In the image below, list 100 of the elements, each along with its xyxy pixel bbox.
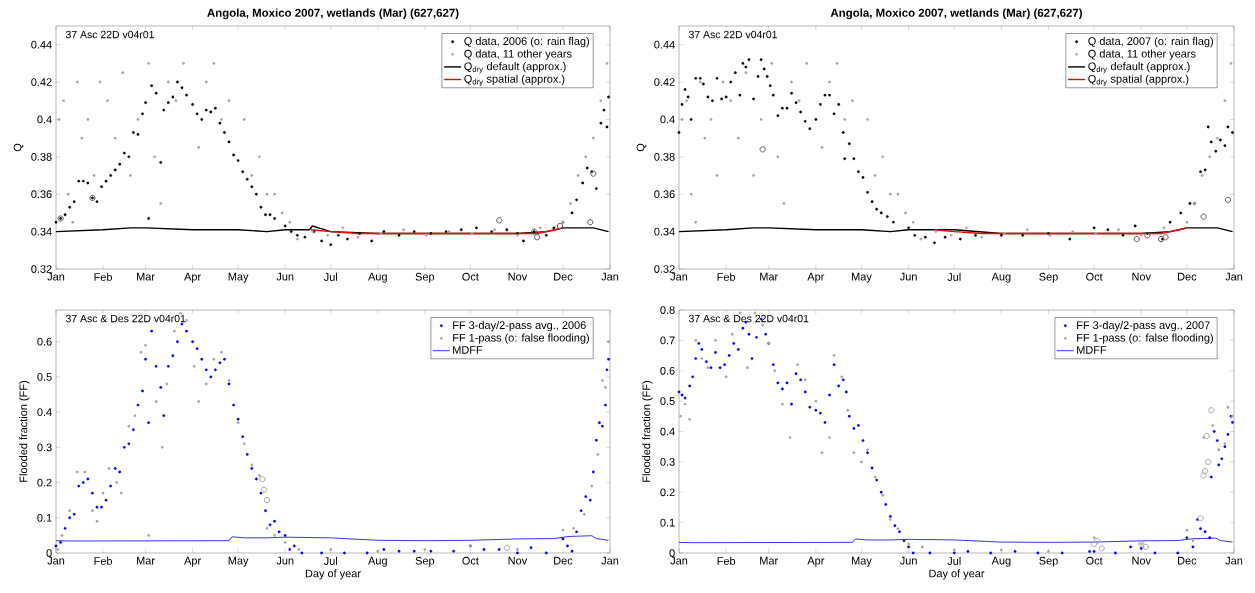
point bbox=[288, 220, 292, 224]
x-axis-title: Day of year bbox=[929, 569, 985, 580]
point bbox=[790, 80, 793, 84]
point bbox=[166, 80, 170, 84]
point bbox=[590, 484, 594, 488]
x-tick-label: Aug bbox=[991, 272, 1011, 283]
point bbox=[1117, 228, 1120, 232]
point bbox=[297, 548, 301, 551]
point bbox=[596, 452, 600, 456]
point bbox=[283, 541, 287, 544]
point bbox=[197, 146, 201, 149]
x-tick-label: Feb bbox=[94, 556, 113, 565]
point bbox=[257, 155, 261, 159]
legend-label: FF 1-pass (o: false flooding) bbox=[453, 333, 589, 344]
point bbox=[91, 509, 94, 513]
y-axis-title: Q bbox=[13, 143, 24, 152]
y-tick-label: 0.4 bbox=[660, 427, 675, 436]
y-tick-label: 0.42 bbox=[31, 78, 52, 86]
x-tick-label: May bbox=[852, 556, 872, 567]
point bbox=[265, 192, 269, 196]
point bbox=[376, 549, 380, 553]
point bbox=[591, 136, 595, 140]
point bbox=[820, 146, 824, 149]
x-tick-label: Oct bbox=[1086, 556, 1103, 565]
x-tick-label: Jan bbox=[670, 556, 688, 565]
x-tick-label: Sep bbox=[1039, 556, 1058, 567]
point bbox=[576, 174, 580, 177]
x-tick-label: Jul bbox=[323, 556, 337, 565]
x-tick-label: Jan bbox=[47, 272, 65, 281]
point bbox=[572, 526, 575, 530]
x-tick-label: Jan bbox=[601, 272, 619, 281]
y-tick-label: 0.34 bbox=[31, 227, 52, 236]
point bbox=[604, 386, 607, 389]
point bbox=[729, 99, 733, 103]
y-tick-label: 0.42 bbox=[654, 78, 675, 86]
x-tick-label: Nov bbox=[508, 272, 528, 281]
annotation: 37 Asc 22D v04r01 bbox=[688, 30, 777, 39]
point bbox=[113, 136, 117, 140]
point bbox=[569, 202, 572, 205]
point bbox=[227, 99, 231, 103]
point bbox=[139, 350, 143, 354]
point bbox=[121, 71, 125, 75]
point bbox=[1071, 230, 1075, 234]
point bbox=[776, 155, 780, 159]
point bbox=[685, 99, 689, 103]
x-tick-label: Mar bbox=[760, 272, 778, 281]
x-tick-label: Dec bbox=[554, 272, 573, 281]
legend-label: Q$_{dry}$ default (approx.) bbox=[1088, 62, 1190, 74]
point bbox=[242, 442, 246, 446]
point bbox=[220, 118, 223, 121]
point bbox=[101, 491, 105, 495]
point bbox=[534, 234, 541, 241]
point bbox=[160, 445, 164, 449]
point bbox=[1200, 213, 1207, 220]
point bbox=[242, 118, 246, 121]
point bbox=[759, 146, 766, 153]
point bbox=[133, 414, 137, 418]
point bbox=[561, 528, 565, 532]
x-tick-label: Mar bbox=[137, 556, 155, 565]
y-tick-label: 0.6 bbox=[660, 366, 675, 375]
point bbox=[227, 379, 231, 382]
point bbox=[220, 350, 223, 354]
legend-label: Q data, 2007 (o: rain flag) bbox=[1088, 36, 1213, 48]
legend-label: Q data, 11 other years bbox=[1088, 49, 1196, 60]
point bbox=[260, 486, 268, 493]
point bbox=[715, 174, 719, 177]
point bbox=[1025, 228, 1029, 232]
point bbox=[843, 118, 847, 121]
point bbox=[98, 80, 102, 84]
annotation: 37 Asc 22D v04r01 bbox=[65, 30, 154, 39]
point bbox=[1162, 234, 1169, 241]
x-tick-label: May bbox=[228, 556, 249, 567]
point bbox=[689, 192, 693, 196]
point bbox=[259, 475, 266, 483]
point bbox=[119, 491, 123, 495]
point bbox=[295, 237, 299, 241]
x-tick-label: Nov bbox=[508, 556, 528, 565]
y-tick-label: 0.38 bbox=[31, 152, 52, 161]
x-tick-label: Apr bbox=[184, 556, 201, 567]
point bbox=[197, 400, 201, 403]
point bbox=[172, 329, 176, 333]
point bbox=[60, 533, 64, 537]
point bbox=[782, 202, 786, 205]
y-tick-label: 0.36 bbox=[31, 190, 52, 199]
x-tick-label: Oct bbox=[1086, 272, 1103, 281]
point bbox=[66, 192, 70, 196]
x-tick-label: Jul bbox=[323, 272, 337, 281]
point bbox=[1223, 99, 1227, 103]
legend-label: MDFF bbox=[453, 346, 483, 354]
point bbox=[273, 192, 276, 196]
point bbox=[873, 174, 877, 177]
point bbox=[329, 548, 333, 551]
point bbox=[182, 61, 185, 65]
point bbox=[86, 118, 90, 121]
point bbox=[599, 99, 603, 103]
point bbox=[904, 211, 907, 215]
legend-label: Q data, 11 other years bbox=[464, 49, 572, 60]
point bbox=[204, 80, 208, 84]
point bbox=[607, 340, 610, 344]
x-tick-label: Dec bbox=[1178, 272, 1197, 281]
